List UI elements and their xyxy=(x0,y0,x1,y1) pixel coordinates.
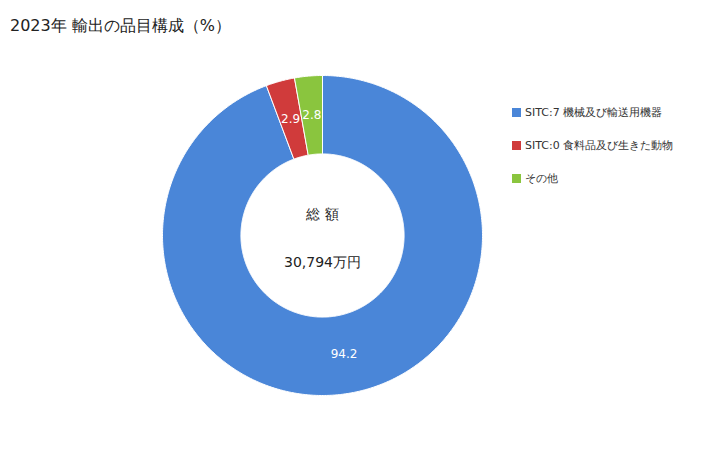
html-text:SITC:0 食料品及び生きた動物: SITC:0 食料品及び生きた動物 xyxy=(525,139,674,152)
svg-text:2.8: 2.8 xyxy=(302,108,321,122)
html-text:その他: その他 xyxy=(525,172,558,185)
svg-text:30,794万円: 30,794万円 xyxy=(284,254,361,270)
html-text:2023年 輸出の品目構成（%）: 2023年 輸出の品目構成（%） xyxy=(10,16,231,35)
svg-text:2.9: 2.9 xyxy=(281,112,300,126)
html-text:SITC:7 機械及び輸送用機器: SITC:7 機械及び輸送用機器 xyxy=(525,106,663,119)
svg-text:総 額: 総 額 xyxy=(305,206,338,222)
svg-text:94.2: 94.2 xyxy=(331,347,358,361)
